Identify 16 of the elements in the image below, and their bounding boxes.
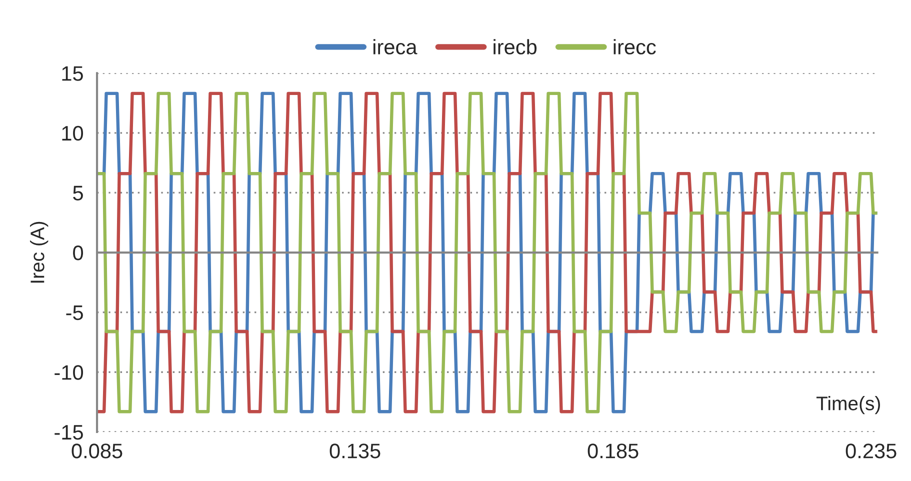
y-tick-label: -5 bbox=[66, 306, 83, 320]
x-tick-label: 0.085 bbox=[72, 444, 122, 458]
x-tick-label: 0.235 bbox=[846, 444, 896, 458]
y-tick-label: 5 bbox=[73, 186, 83, 200]
y-tick-label: -15 bbox=[54, 425, 83, 440]
x-axis-title: Time(s) bbox=[816, 396, 880, 414]
x-tick-label: 0.185 bbox=[588, 444, 638, 458]
y-tick-label: 10 bbox=[62, 126, 84, 141]
y-tick-label: -10 bbox=[54, 365, 84, 380]
legend-label: ireca bbox=[373, 39, 418, 54]
x-tick-label: 0.135 bbox=[330, 444, 380, 458]
legend-label: irecc bbox=[614, 39, 656, 54]
legend-label: irecb bbox=[494, 39, 537, 54]
y-axis-title: Irec (A) bbox=[30, 222, 48, 283]
y-tick-label: 15 bbox=[62, 66, 83, 81]
y-tick-label: 0 bbox=[73, 246, 84, 260]
